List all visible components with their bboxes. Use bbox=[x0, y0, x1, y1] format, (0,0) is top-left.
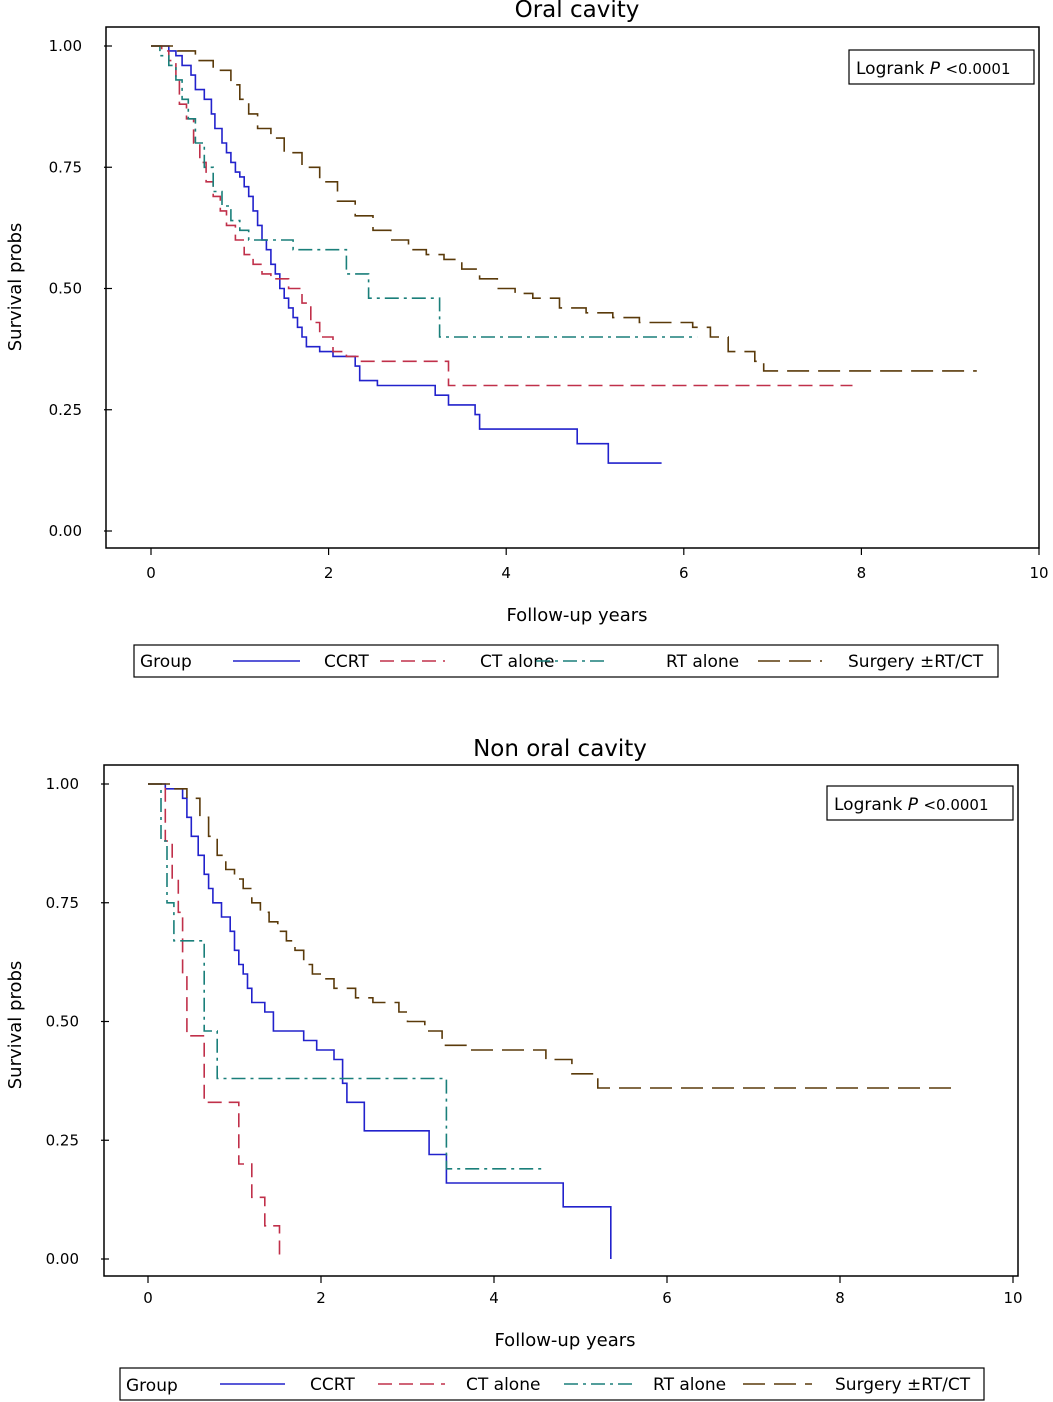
legend-entry: CT alone bbox=[466, 1375, 540, 1395]
x-tick-label: 0 bbox=[143, 1289, 153, 1307]
series-line-ccrt bbox=[148, 783, 612, 1259]
legend-title: Group bbox=[126, 1376, 178, 1396]
legend-entry: RT alone bbox=[666, 652, 739, 672]
legend-entry: Surgery ±RT/CT bbox=[848, 652, 984, 672]
annotation-box bbox=[826, 785, 1014, 821]
x-tick-label: 8 bbox=[857, 564, 867, 582]
chart-oral-cavity: Oral cavity 0.00 0.25 0.50 0.75 1.00 0 2 4 6 8 10… bbox=[5, 0, 1049, 678]
y-tick-label: 1.00 bbox=[46, 775, 79, 793]
y-tick-label: 0.25 bbox=[46, 1131, 79, 1149]
series-line-ct-alone bbox=[151, 45, 853, 387]
legend: Group CCRT CT alone RT alone Surgery ±RT/CT bbox=[119, 1367, 985, 1401]
series-line-ccrt bbox=[151, 45, 662, 464]
x-tick-label: 10 bbox=[1003, 1289, 1022, 1307]
legend-entry: Surgery ±RT/CT bbox=[835, 1375, 971, 1395]
x-tick-label: 2 bbox=[316, 1289, 326, 1307]
x-tick-label: 8 bbox=[835, 1289, 845, 1307]
annotation-box bbox=[848, 49, 1035, 85]
x-tick-label: 4 bbox=[501, 564, 511, 582]
y-axis-label: Survival probs bbox=[5, 961, 26, 1090]
legend-entry: CCRT bbox=[310, 1375, 355, 1395]
series-line-rt-alone bbox=[151, 45, 698, 338]
x-tick-label: 0 bbox=[146, 564, 156, 582]
plot-frame bbox=[103, 764, 1019, 1277]
y-tick-label: 0.75 bbox=[46, 894, 79, 912]
y-tick-label: 0.50 bbox=[49, 280, 82, 298]
x-axis-label: Follow-up years bbox=[494, 1330, 635, 1351]
y-tick-label: 0.75 bbox=[49, 158, 82, 176]
x-axis-label: Follow-up years bbox=[506, 605, 647, 626]
series-line-surgery-rt-ct bbox=[151, 45, 977, 372]
logrank-text: Logrank P <0.0001 bbox=[834, 795, 989, 815]
logrank-annotation: Logrank P <0.0001 bbox=[826, 785, 1014, 821]
y-tick-label: 1.00 bbox=[49, 37, 82, 55]
legend-title: Group bbox=[140, 652, 192, 672]
chart-non-oral-cavity: Non oral cavity 0.00 0.25 0.50 0.75 1.00 0 2 4… bbox=[5, 736, 1023, 1401]
x-axis: 0 2 4 6 8 10 bbox=[146, 548, 1049, 582]
logrank-text: Logrank P <0.0001 bbox=[856, 59, 1011, 79]
series-line-ct-alone bbox=[148, 783, 281, 1259]
series-line-rt-alone bbox=[148, 783, 546, 1170]
y-axis-label: Survival probs bbox=[5, 223, 26, 352]
x-tick-label: 6 bbox=[662, 1289, 672, 1307]
x-tick-label: 10 bbox=[1029, 564, 1048, 582]
x-tick-label: 6 bbox=[679, 564, 689, 582]
x-tick-label: 2 bbox=[324, 564, 334, 582]
plot-frame bbox=[105, 26, 1040, 549]
x-axis: 0 2 4 6 8 10 bbox=[143, 1276, 1023, 1307]
survival-curves bbox=[151, 45, 977, 464]
y-axis: 0.00 0.25 0.50 0.75 1.00 bbox=[49, 37, 112, 540]
logrank-annotation: Logrank P <0.0001 bbox=[848, 49, 1035, 85]
y-tick-label: 0.25 bbox=[49, 401, 82, 419]
chart-title: Oral cavity bbox=[515, 0, 640, 23]
legend: Group CCRT CT alone RT alone Surgery ±RT/CT bbox=[133, 644, 999, 678]
legend-entry: RT alone bbox=[653, 1375, 726, 1395]
survival-curves bbox=[148, 783, 953, 1259]
x-tick-label: 4 bbox=[489, 1289, 499, 1307]
y-tick-label: 0.00 bbox=[49, 522, 82, 540]
legend-entry: CCRT bbox=[324, 652, 369, 672]
y-axis: 0.00 0.25 0.50 0.75 1.00 bbox=[46, 775, 109, 1268]
y-tick-label: 0.00 bbox=[46, 1250, 79, 1268]
legend-entry: CT alone bbox=[480, 652, 554, 672]
chart-title: Non oral cavity bbox=[473, 736, 647, 762]
y-tick-label: 0.50 bbox=[46, 1013, 79, 1031]
series-line-surgery-rt-ct bbox=[148, 783, 953, 1089]
